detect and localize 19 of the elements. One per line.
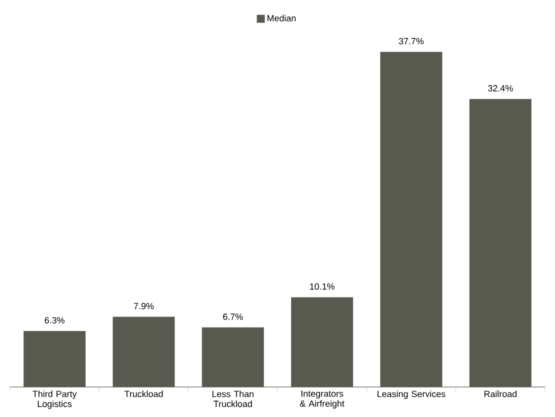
x-tick-label: Leasing Services: [378, 390, 446, 399]
x-tick-label: Third Party Logistics: [32, 390, 77, 409]
x-tick-label: Less Than Truckload: [212, 390, 254, 408]
x-tick-label: Truckload: [124, 390, 163, 398]
bar: [380, 52, 442, 387]
data-label: 6.7%: [223, 314, 243, 320]
bar: [24, 330, 86, 387]
bar: [112, 316, 175, 387]
data-label: 37.7%: [398, 38, 424, 44]
data-label: 7.9%: [134, 302, 154, 310]
bar: [202, 327, 264, 387]
data-label: 32.4%: [488, 85, 513, 92]
data-label: 6.3%: [44, 317, 64, 324]
legend-label: Median: [268, 14, 296, 22]
data-label: 10.1%: [310, 283, 334, 290]
x-tick-label: Railroad: [484, 390, 517, 398]
bar: [469, 98, 532, 387]
x-tick-label: Integrators & Airfreight: [300, 390, 344, 409]
bar: [291, 297, 354, 387]
